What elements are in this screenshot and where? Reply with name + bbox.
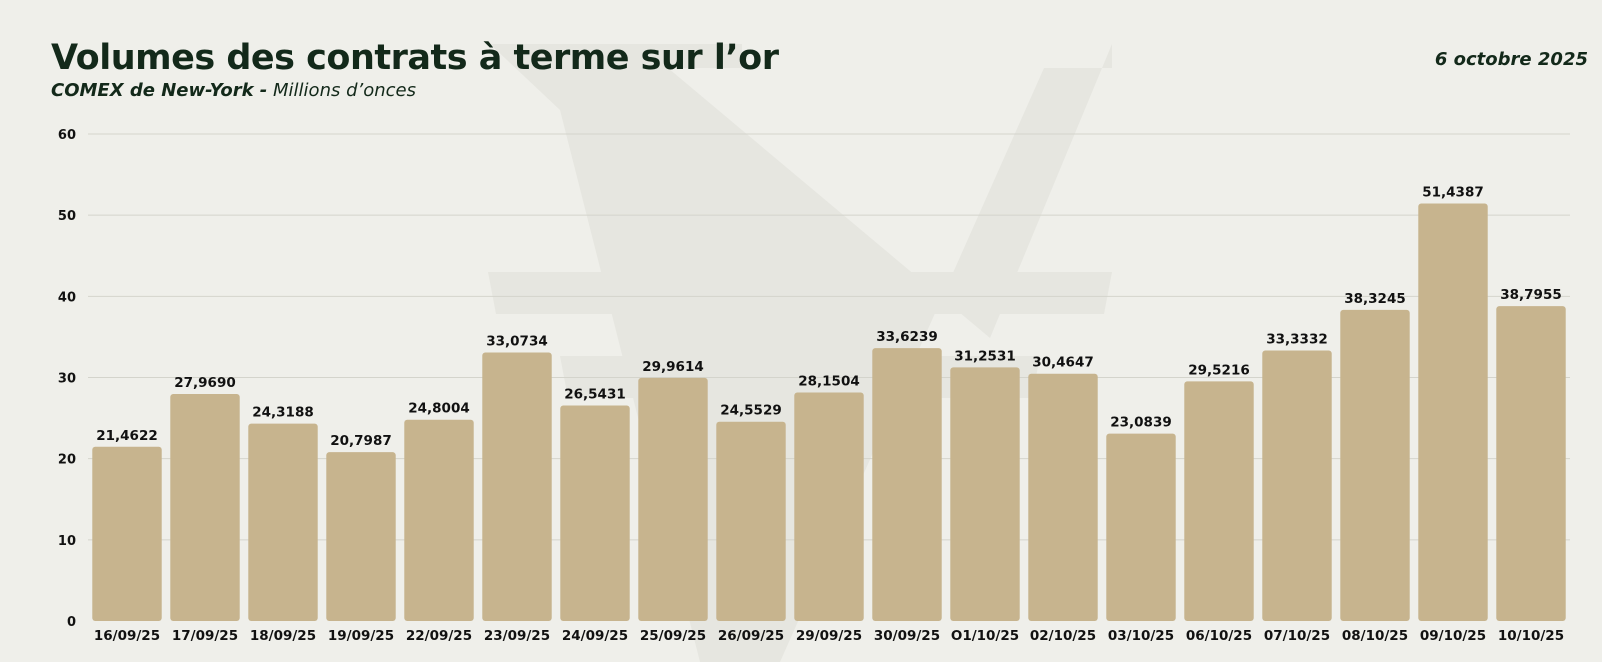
data-label: 51,4387 xyxy=(1422,184,1484,200)
bar xyxy=(1340,309,1410,621)
data-label: 24,8004 xyxy=(408,401,470,417)
bars xyxy=(92,203,1566,622)
chart-date: 6 octobre 2025 xyxy=(1434,49,1588,70)
data-label: 33,6239 xyxy=(876,329,938,345)
bar xyxy=(716,421,786,621)
x-tick-label: 18/09/25 xyxy=(250,628,316,644)
data-label: 20,7987 xyxy=(330,433,392,449)
bar xyxy=(404,419,474,621)
x-tick-label: 03/10/25 xyxy=(1108,628,1174,644)
data-label: 23,0839 xyxy=(1110,415,1172,431)
subtitle-source: COMEX de New-York - xyxy=(51,80,268,101)
y-tick-label: 10 xyxy=(58,534,76,549)
data-label: 28,1504 xyxy=(798,374,860,390)
bar xyxy=(170,393,240,621)
data-label: 33,3332 xyxy=(1266,331,1328,347)
chart-subtitle: COMEX de New-York - Millions d’onces xyxy=(51,80,416,101)
bar xyxy=(1262,350,1332,621)
bar xyxy=(950,367,1020,621)
y-tick-label: 60 xyxy=(58,128,76,143)
bar xyxy=(638,377,708,621)
data-label: 21,4622 xyxy=(96,428,158,444)
bar xyxy=(1496,306,1566,621)
data-label: 27,9690 xyxy=(174,375,236,391)
x-tick-label: 06/10/25 xyxy=(1186,628,1252,644)
x-tick-label: 02/10/25 xyxy=(1030,628,1096,644)
x-tick-label: 17/09/25 xyxy=(172,628,238,644)
y-tick-label: 0 xyxy=(67,615,76,630)
x-tick-label: 23/09/25 xyxy=(484,628,550,644)
x-tick-label: 24/09/25 xyxy=(562,628,628,644)
bar xyxy=(1028,373,1098,621)
data-label: 31,2531 xyxy=(954,348,1016,364)
data-label: 24,3188 xyxy=(252,405,314,421)
x-tick-label: 10/10/25 xyxy=(1498,628,1564,644)
y-tick-label: 50 xyxy=(58,209,76,224)
x-tick-label: 29/09/25 xyxy=(796,628,862,644)
bar xyxy=(248,423,318,621)
subtitle-unit: Millions d’onces xyxy=(273,80,416,101)
data-label: 33,0734 xyxy=(486,334,548,350)
data-label: 24,5529 xyxy=(720,403,782,419)
x-tick-label: 25/09/25 xyxy=(640,628,706,644)
data-label: 29,5216 xyxy=(1188,362,1250,378)
data-label: 38,3245 xyxy=(1344,291,1406,307)
x-tick-label: 22/09/25 xyxy=(406,628,472,644)
data-label: 29,9614 xyxy=(642,359,704,375)
x-tick-label: 09/10/25 xyxy=(1420,628,1486,644)
x-tick-label: O1/10/25 xyxy=(951,628,1019,644)
bar xyxy=(482,352,552,621)
x-tick-label: 07/10/25 xyxy=(1264,628,1330,644)
data-labels: 21,4622 27,9690 24,3188 20,7987 24,8004 33,07… xyxy=(96,184,1562,449)
x-tick-label: 08/10/25 xyxy=(1342,628,1408,644)
data-label: 38,7955 xyxy=(1500,287,1562,303)
x-axis-labels: 16/09/25 17/09/25 18/09/25 19/09/25 22/09/25… xyxy=(94,628,1564,644)
y-axis-ticks: 0 10 20 30 40 50 60 xyxy=(58,128,76,630)
data-label: 26,5431 xyxy=(564,387,626,403)
x-tick-label: 19/09/25 xyxy=(328,628,394,644)
x-tick-label: 26/09/25 xyxy=(718,628,784,644)
x-tick-label: 30/09/25 xyxy=(874,628,940,644)
y-tick-label: 30 xyxy=(58,372,76,387)
bar xyxy=(1184,381,1254,621)
chart-title: Volumes des contrats à terme sur l’or xyxy=(51,38,779,78)
x-tick-label: 16/09/25 xyxy=(94,628,160,644)
bar xyxy=(560,405,630,621)
bar xyxy=(794,392,864,621)
bar xyxy=(872,348,942,621)
bar xyxy=(1106,433,1176,621)
bar xyxy=(92,446,162,621)
y-tick-label: 40 xyxy=(58,290,76,305)
y-tick-label: 20 xyxy=(58,453,76,468)
bar xyxy=(1418,203,1488,622)
data-label: 30,4647 xyxy=(1032,355,1094,371)
bar xyxy=(326,452,396,621)
